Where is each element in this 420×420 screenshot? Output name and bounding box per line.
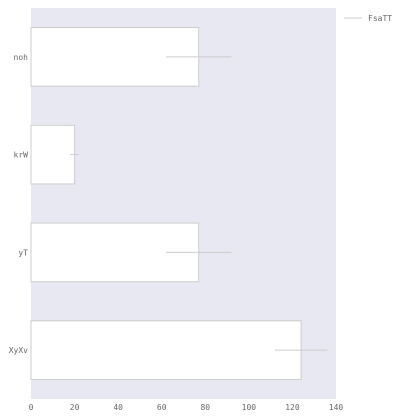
x-tick-label: 0 xyxy=(29,403,34,412)
y-tick-label: XyXv xyxy=(9,346,28,355)
legend: FsaTT xyxy=(344,14,392,23)
x-tick-label: 80 xyxy=(200,403,210,412)
y-axis: noh krW yT XyXv xyxy=(9,53,28,355)
x-tick-label: 40 xyxy=(113,403,123,412)
bar-XyXv xyxy=(30,320,302,380)
bar-krW xyxy=(30,124,76,185)
y-tick-label: noh xyxy=(14,53,29,62)
y-tick-label: yT xyxy=(18,248,28,257)
x-tick-label: 20 xyxy=(70,403,80,412)
x-tick-label: 120 xyxy=(285,403,300,412)
y-tick-label: krW xyxy=(14,151,29,160)
x-tick-label: 100 xyxy=(242,403,257,412)
x-tick-label: 60 xyxy=(157,403,167,412)
error-bars-layer xyxy=(70,56,328,351)
legend-label: FsaTT xyxy=(368,14,392,23)
x-axis: 0 20 40 60 80 100 120 140 xyxy=(29,403,344,412)
x-tick-label: 140 xyxy=(329,403,344,412)
